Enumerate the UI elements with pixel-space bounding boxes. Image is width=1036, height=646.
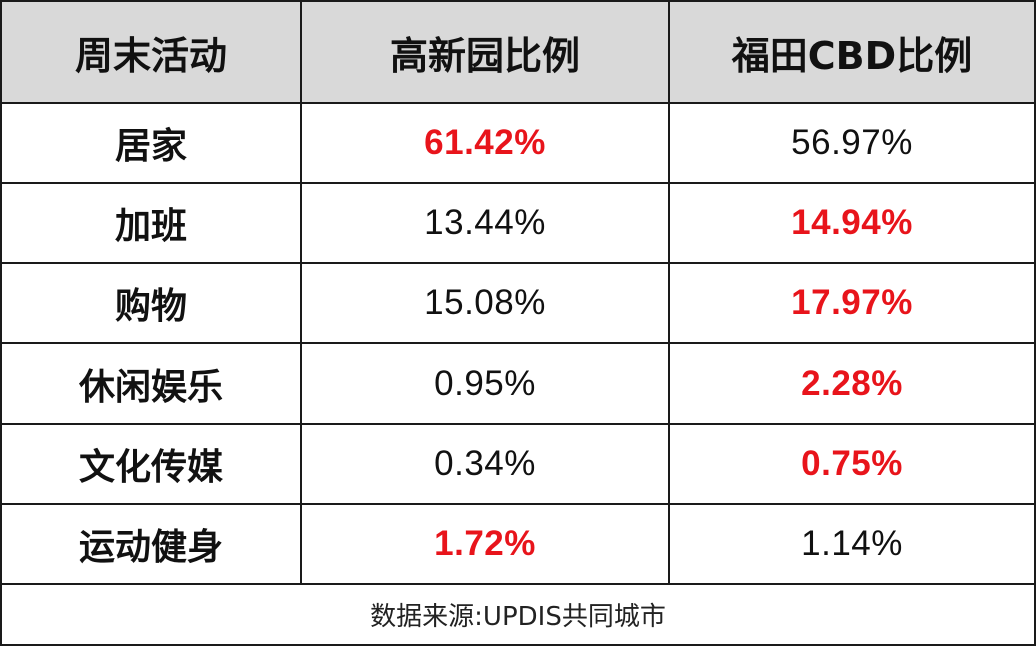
- futian-cbd-value-cell: 14.94%: [668, 182, 1034, 265]
- futian-cbd-value-cell: 1.14%: [668, 502, 1034, 585]
- table-header-row: 周末活动 高新园比例 福田CBD比例: [2, 2, 1034, 105]
- table-row: 居家 61.42% 56.97%: [2, 102, 1034, 185]
- futian-cbd-value-cell: 2.28%: [668, 342, 1034, 425]
- table-row: 加班 13.44% 14.94%: [2, 182, 1034, 265]
- activity-cell: 休闲娱乐: [2, 342, 302, 425]
- gaoxinyuan-value-cell: 0.34%: [300, 422, 670, 505]
- gaoxinyuan-value-cell: 1.72%: [300, 502, 670, 585]
- data-source-note: 数据来源:UPDIS共同城市: [2, 582, 1034, 644]
- header-gaoxinyuan-ratio: 高新园比例: [300, 2, 670, 105]
- table-row: 文化传媒 0.34% 0.75%: [2, 422, 1034, 505]
- futian-cbd-value-cell: 56.97%: [668, 102, 1034, 185]
- futian-cbd-value-cell: 17.97%: [668, 262, 1034, 345]
- table-row: 购物 15.08% 17.97%: [2, 262, 1034, 345]
- futian-cbd-value-cell: 0.75%: [668, 422, 1034, 505]
- activity-cell: 文化传媒: [2, 422, 302, 505]
- gaoxinyuan-value-cell: 13.44%: [300, 182, 670, 265]
- activity-cell: 加班: [2, 182, 302, 265]
- table-row: 运动健身 1.72% 1.14%: [2, 502, 1034, 585]
- gaoxinyuan-value-cell: 0.95%: [300, 342, 670, 425]
- header-futian-cbd-ratio: 福田CBD比例: [668, 2, 1034, 105]
- header-activity: 周末活动: [2, 2, 302, 105]
- gaoxinyuan-value-cell: 61.42%: [300, 102, 670, 185]
- table-row: 休闲娱乐 0.95% 2.28%: [2, 342, 1034, 425]
- gaoxinyuan-value-cell: 15.08%: [300, 262, 670, 345]
- table-footer-row: 数据来源:UPDIS共同城市: [2, 582, 1034, 644]
- activity-cell: 运动健身: [2, 502, 302, 585]
- activity-cell: 居家: [2, 102, 302, 185]
- activity-cell: 购物: [2, 262, 302, 345]
